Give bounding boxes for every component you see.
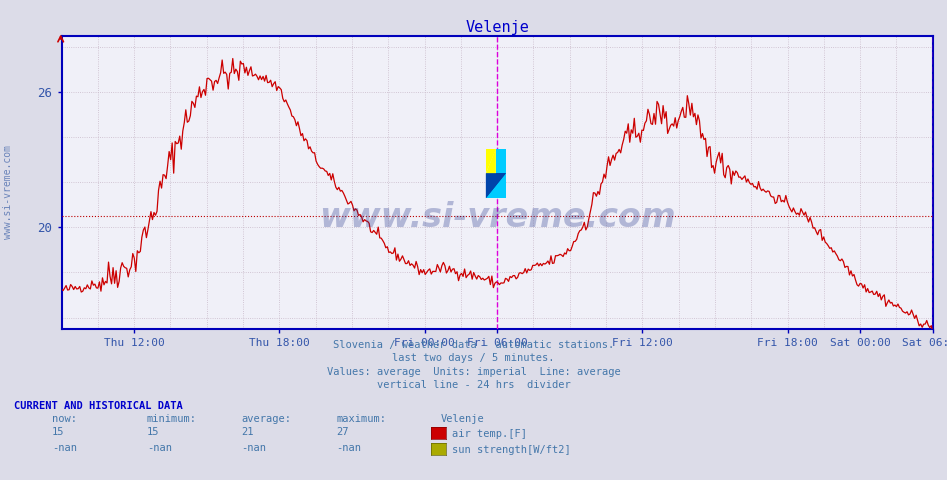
Title: Velenje: Velenje [465, 20, 529, 35]
Text: now:: now: [52, 414, 77, 424]
Text: vertical line - 24 hrs  divider: vertical line - 24 hrs divider [377, 380, 570, 390]
Text: 15: 15 [52, 427, 64, 437]
Text: maximum:: maximum: [336, 414, 386, 424]
Text: minimum:: minimum: [147, 414, 197, 424]
Polygon shape [486, 173, 506, 198]
Text: www.si-vreme.com: www.si-vreme.com [319, 201, 675, 234]
Text: sun strength[W/ft2]: sun strength[W/ft2] [452, 445, 570, 455]
Polygon shape [486, 173, 506, 198]
Text: www.si-vreme.com: www.si-vreme.com [3, 145, 12, 239]
Polygon shape [486, 149, 496, 173]
Text: -nan: -nan [336, 443, 361, 453]
Text: 21: 21 [241, 427, 254, 437]
Text: 27: 27 [336, 427, 348, 437]
Text: last two days / 5 minutes.: last two days / 5 minutes. [392, 353, 555, 363]
Polygon shape [486, 149, 496, 173]
Text: -nan: -nan [147, 443, 171, 453]
Text: air temp.[F]: air temp.[F] [452, 429, 527, 439]
Text: -nan: -nan [241, 443, 266, 453]
Text: 15: 15 [147, 427, 159, 437]
Text: Slovenia / weather data - automatic stations.: Slovenia / weather data - automatic stat… [333, 340, 614, 350]
Text: CURRENT AND HISTORICAL DATA: CURRENT AND HISTORICAL DATA [14, 401, 183, 411]
Text: Values: average  Units: imperial  Line: average: Values: average Units: imperial Line: av… [327, 367, 620, 377]
Text: -nan: -nan [52, 443, 77, 453]
Text: Velenje: Velenje [440, 414, 484, 424]
Polygon shape [496, 149, 506, 173]
Bar [486, 173, 506, 198]
Text: average:: average: [241, 414, 292, 424]
